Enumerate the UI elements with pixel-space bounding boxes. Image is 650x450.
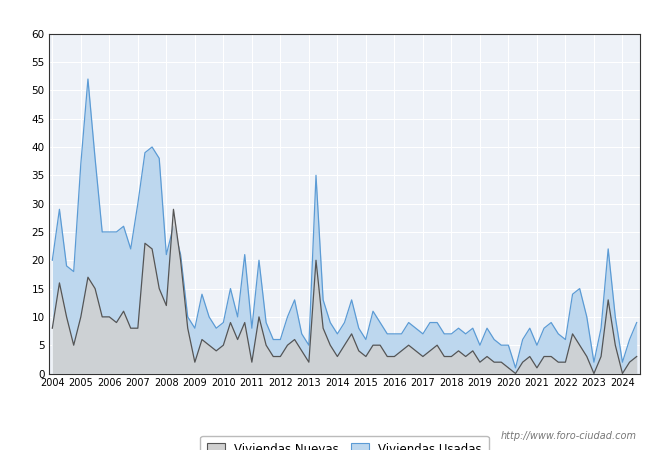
Legend: Viviendas Nuevas, Viviendas Usadas: Viviendas Nuevas, Viviendas Usadas (200, 436, 489, 450)
Text: Peñafiel - Evolucion del Nº de Transacciones Inmobiliarias: Peñafiel - Evolucion del Nº de Transacci… (86, 9, 564, 24)
Text: http://www.foro-ciudad.com: http://www.foro-ciudad.com (501, 431, 637, 441)
